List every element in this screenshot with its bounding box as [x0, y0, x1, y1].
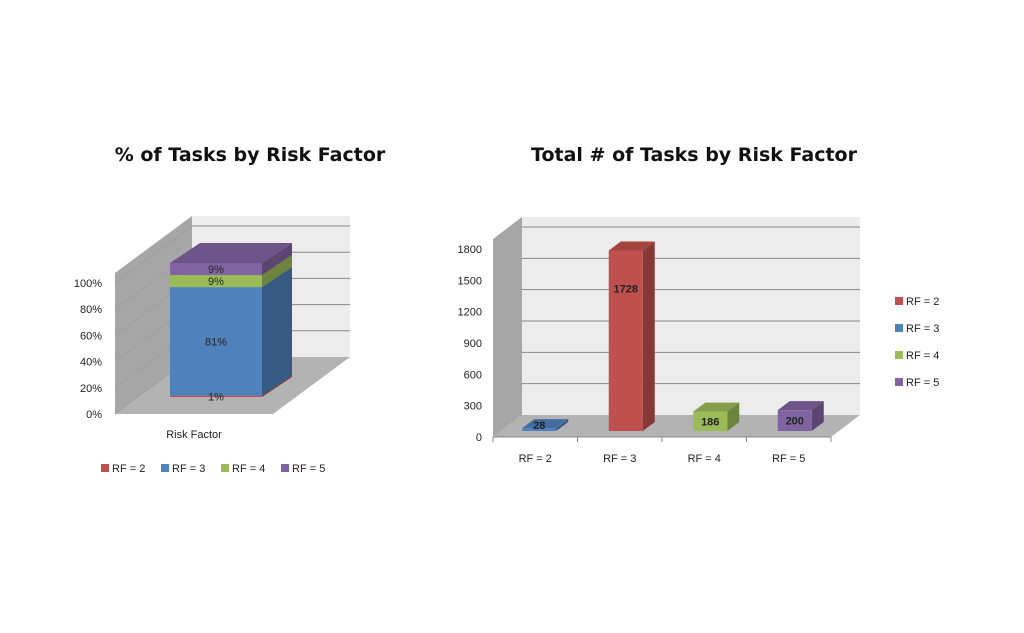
- bar-RF3: [608, 250, 643, 431]
- bar-segment-RF4-side: [262, 255, 292, 288]
- y-tick-label: 40%: [80, 357, 102, 369]
- legend-swatch: [895, 297, 903, 305]
- floor: [493, 415, 860, 437]
- data-label: 200: [786, 416, 804, 428]
- y-tick-label: 0: [476, 432, 482, 444]
- legend-swatch: [101, 464, 109, 472]
- legend-label: RF = 4: [906, 350, 939, 362]
- x-tick-label: RF = 5: [772, 453, 805, 465]
- side-wall: [493, 217, 522, 437]
- bar-segment-RF5-side: [262, 243, 292, 276]
- chart1-title: % of Tasks by Risk Factor: [115, 144, 386, 166]
- bar-segment-RF3-side: [262, 267, 292, 396]
- x-tick-label: Risk Factor: [166, 429, 222, 441]
- data-label: 9%: [208, 264, 224, 276]
- bar-RF2: [522, 428, 557, 431]
- y-tick-label: 1500: [458, 275, 482, 287]
- y-tick-label: 600: [464, 369, 482, 381]
- bar-segment-RF5: [170, 263, 262, 276]
- legend-label: RF = 2: [112, 463, 145, 475]
- y-tick-label: 0%: [86, 409, 102, 421]
- y-tick-label: 100%: [74, 278, 102, 290]
- x-tick-label: RF = 4: [688, 453, 721, 465]
- legend-swatch: [161, 464, 169, 472]
- y-tick-label: 1800: [458, 244, 482, 256]
- legend-swatch: [895, 324, 903, 332]
- y-tick-label: 1200: [458, 307, 482, 319]
- back-wall: [522, 217, 860, 415]
- legend-swatch: [895, 351, 903, 359]
- data-label: 1%: [208, 391, 224, 403]
- bar-RF4-side: [727, 402, 740, 431]
- y-tick-label: 20%: [80, 383, 102, 395]
- data-label: 81%: [205, 336, 227, 348]
- gridline: [114, 225, 193, 284]
- y-tick-label: 60%: [80, 330, 102, 342]
- chart2-title: Total # of Tasks by Risk Factor: [531, 144, 858, 166]
- bar-segment-RF4: [170, 275, 262, 288]
- bar-RF2-top: [522, 419, 569, 429]
- legend-swatch: [895, 378, 903, 386]
- legend-swatch: [221, 464, 229, 472]
- y-tick-label: 300: [464, 401, 482, 413]
- data-label: 186: [701, 416, 719, 428]
- bar-segment-RF3: [170, 287, 262, 396]
- x-tick-label: RF = 2: [519, 453, 552, 465]
- legend-label: RF = 3: [906, 323, 939, 335]
- bar-segment-RF2: [170, 395, 262, 397]
- bar-RF5: [777, 410, 812, 431]
- bar-RF3-top: [608, 241, 655, 251]
- data-label: 28: [533, 420, 545, 432]
- x-tick-label: RF = 3: [603, 453, 636, 465]
- legend-label: RF = 2: [906, 296, 939, 308]
- bar-RF2-side: [556, 419, 569, 431]
- bar-segment-RF5-top: [170, 243, 292, 263]
- bar-RF5-side: [811, 401, 824, 431]
- y-tick-label: 900: [464, 338, 482, 350]
- legend-label: RF = 5: [292, 463, 325, 475]
- legend-label: RF = 5: [906, 377, 939, 389]
- bar-segment-RF2-side: [262, 375, 292, 397]
- legend-label: RF = 4: [232, 463, 265, 475]
- legend-label: RF = 3: [172, 463, 205, 475]
- bar-RF5-top: [777, 401, 824, 411]
- bar-RF4: [693, 411, 728, 431]
- data-label: 9%: [208, 276, 224, 288]
- data-label: 1728: [614, 284, 638, 296]
- bar-RF4-top: [693, 402, 740, 412]
- bar-RF3-side: [642, 241, 655, 431]
- y-tick-label: 80%: [80, 304, 102, 316]
- legend-swatch: [281, 464, 289, 472]
